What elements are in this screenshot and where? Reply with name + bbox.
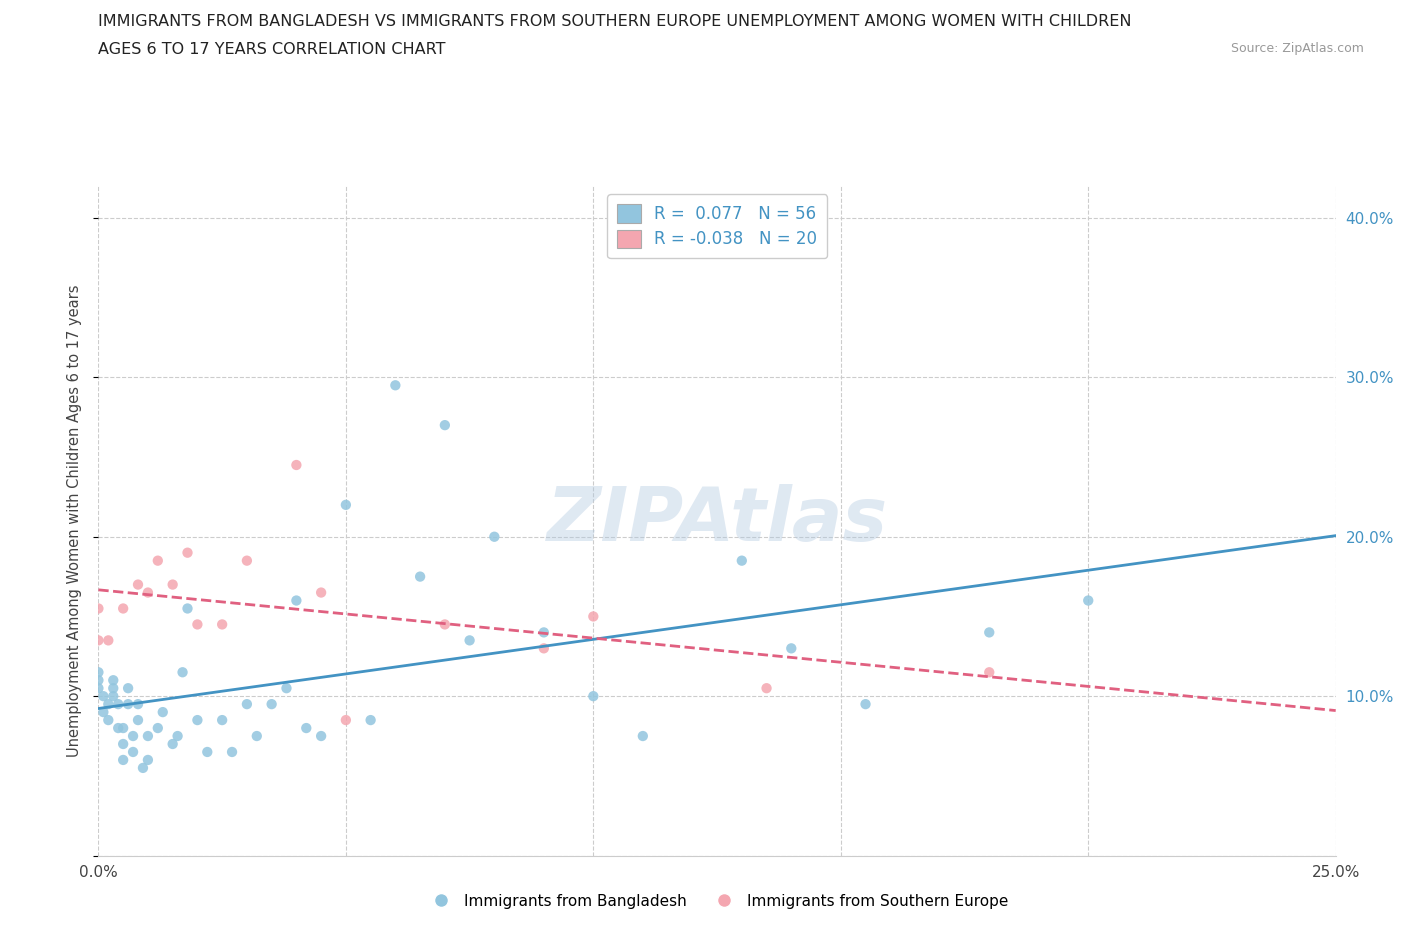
Point	[484, 529, 506, 544]
Point	[979, 665, 1001, 680]
Point	[172, 665, 194, 680]
Point	[186, 617, 208, 631]
Point	[112, 721, 135, 736]
Point	[195, 745, 218, 760]
Point	[246, 728, 269, 743]
Point	[979, 625, 1001, 640]
Point	[582, 689, 605, 704]
Point	[285, 593, 308, 608]
Point	[162, 578, 184, 592]
Point	[335, 498, 357, 512]
Point	[433, 418, 456, 432]
Point	[127, 712, 149, 727]
Point	[260, 697, 283, 711]
Y-axis label: Unemployment Among Women with Children Ages 6 to 17 years: Unemployment Among Women with Children A…	[67, 285, 83, 757]
Point	[97, 712, 120, 727]
Point	[107, 721, 129, 736]
Point	[176, 601, 198, 616]
Point	[533, 625, 555, 640]
Legend: Immigrants from Bangladesh, Immigrants from Southern Europe: Immigrants from Bangladesh, Immigrants f…	[419, 888, 1015, 915]
Point	[309, 585, 332, 600]
Point	[582, 609, 605, 624]
Point	[112, 737, 135, 751]
Point	[103, 672, 125, 687]
Point	[132, 761, 155, 776]
Point	[186, 712, 208, 727]
Point	[146, 553, 169, 568]
Point	[276, 681, 298, 696]
Point	[731, 553, 754, 568]
Point	[335, 712, 357, 727]
Point	[236, 553, 259, 568]
Point	[384, 378, 406, 392]
Point	[533, 641, 555, 656]
Point	[103, 689, 125, 704]
Point	[855, 697, 877, 711]
Point	[136, 752, 159, 767]
Point	[780, 641, 803, 656]
Point	[236, 697, 259, 711]
Point	[433, 617, 456, 631]
Point	[755, 681, 778, 696]
Point	[409, 569, 432, 584]
Point	[107, 697, 129, 711]
Point	[122, 728, 145, 743]
Point	[87, 633, 110, 648]
Point	[309, 728, 332, 743]
Point	[176, 545, 198, 560]
Point	[458, 633, 481, 648]
Text: IMMIGRANTS FROM BANGLADESH VS IMMIGRANTS FROM SOUTHERN EUROPE UNEMPLOYMENT AMONG: IMMIGRANTS FROM BANGLADESH VS IMMIGRANTS…	[98, 14, 1132, 29]
Point	[1077, 593, 1099, 608]
Point	[285, 458, 308, 472]
Point	[136, 585, 159, 600]
Point	[97, 633, 120, 648]
Text: Source: ZipAtlas.com: Source: ZipAtlas.com	[1230, 42, 1364, 55]
Point	[136, 728, 159, 743]
Point	[117, 681, 139, 696]
Point	[631, 728, 654, 743]
Point	[295, 721, 318, 736]
Point	[97, 697, 120, 711]
Point	[87, 665, 110, 680]
Point	[87, 681, 110, 696]
Point	[127, 697, 149, 711]
Point	[112, 752, 135, 767]
Point	[162, 737, 184, 751]
Point	[211, 712, 233, 727]
Text: ZIPAtlas: ZIPAtlas	[547, 485, 887, 557]
Point	[152, 705, 174, 720]
Point	[87, 601, 110, 616]
Point	[87, 672, 110, 687]
Point	[117, 697, 139, 711]
Point	[103, 681, 125, 696]
Point	[166, 728, 188, 743]
Point	[360, 712, 382, 727]
Point	[122, 745, 145, 760]
Point	[93, 689, 115, 704]
Point	[146, 721, 169, 736]
Text: AGES 6 TO 17 YEARS CORRELATION CHART: AGES 6 TO 17 YEARS CORRELATION CHART	[98, 42, 446, 57]
Point	[221, 745, 243, 760]
Point	[127, 578, 149, 592]
Point	[211, 617, 233, 631]
Point	[112, 601, 135, 616]
Point	[93, 705, 115, 720]
